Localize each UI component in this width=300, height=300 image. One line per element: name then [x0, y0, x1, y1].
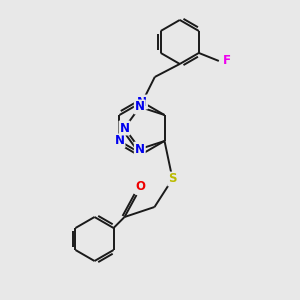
- Text: S: S: [168, 172, 177, 185]
- Text: O: O: [136, 181, 146, 194]
- Text: N: N: [137, 95, 147, 109]
- Text: F: F: [223, 55, 231, 68]
- Text: N: N: [135, 142, 145, 155]
- Text: N: N: [135, 100, 145, 113]
- Text: N: N: [115, 134, 124, 148]
- Text: N: N: [119, 122, 130, 134]
